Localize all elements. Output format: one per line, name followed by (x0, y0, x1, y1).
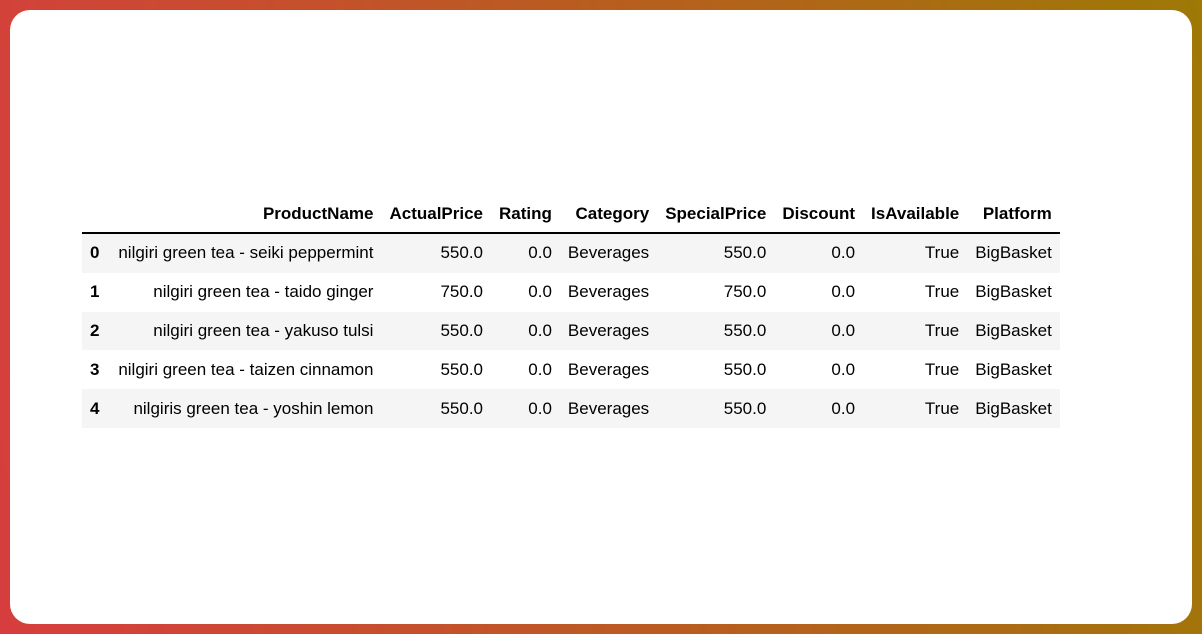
cell-specialprice: 550.0 (723, 243, 767, 263)
cell-category: Beverages (567, 320, 650, 340)
table-row: 4 nilgiris green tea - yoshin lemon 550.… (82, 389, 1060, 428)
table-row: 3 nilgiri green tea - taizen cinnamon 55… (82, 350, 1060, 389)
column-header-actualprice: ActualPrice (381, 196, 492, 234)
cell-isavailable: True (924, 359, 960, 379)
cell-actualprice: 550.0 (440, 398, 484, 418)
cell-actualprice: 550.0 (440, 359, 484, 379)
cell-actualprice: 550.0 (440, 320, 484, 340)
column-header-specialprice: SpecialPrice (657, 196, 775, 234)
row-index-cell: 1 (90, 282, 100, 302)
cell-productname: nilgiri green tea - taizen cinnamon (118, 359, 374, 379)
cell-platform: BigBasket (975, 398, 1052, 418)
table-row: 1 nilgiri green tea - taido ginger 750.0… (82, 273, 1060, 312)
cell-isavailable: True (924, 243, 960, 263)
cell-productname: nilgiri green tea - seiki peppermint (118, 243, 374, 263)
cell-platform: BigBasket (975, 282, 1052, 302)
cell-discount: 0.0 (831, 243, 856, 263)
cell-category: Beverages (567, 398, 650, 418)
cell-discount: 0.0 (831, 398, 856, 418)
column-header-category: Category (559, 196, 658, 234)
cell-isavailable: True (924, 282, 960, 302)
column-header-isavailable: IsAvailable (863, 196, 968, 234)
column-header-productname: ProductName (107, 196, 382, 234)
row-index-cell: 3 (90, 359, 100, 379)
cell-category: Beverages (567, 243, 650, 263)
cell-rating: 0.0 (528, 398, 552, 418)
cell-specialprice: 550.0 (723, 359, 767, 379)
cell-rating: 0.0 (528, 320, 552, 340)
row-index-cell: 2 (90, 320, 100, 340)
cell-platform: BigBasket (975, 359, 1052, 379)
cell-productname: nilgiri green tea - yakuso tulsi (153, 320, 374, 340)
table-row: 0 nilgiri green tea - seiki peppermint 5… (82, 233, 1060, 273)
column-header-platform: Platform (967, 196, 1060, 234)
cell-actualprice: 750.0 (440, 282, 484, 302)
cell-isavailable: True (924, 398, 960, 418)
row-index-cell: 4 (90, 398, 100, 418)
cell-discount: 0.0 (831, 359, 856, 379)
column-header-discount: Discount (774, 196, 864, 234)
dataframe-table: ProductName ActualPrice Rating Category … (82, 196, 1060, 428)
cell-specialprice: 750.0 (723, 282, 767, 302)
cell-productname: nilgiris green tea - yoshin lemon (133, 398, 374, 418)
cell-discount: 0.0 (831, 282, 856, 302)
index-column-header (82, 196, 108, 234)
cell-actualprice: 550.0 (440, 243, 484, 263)
table-row: 2 nilgiri green tea - yakuso tulsi 550.0… (82, 311, 1060, 351)
cell-platform: BigBasket (975, 243, 1052, 263)
cell-rating: 0.0 (528, 243, 552, 263)
cell-specialprice: 550.0 (723, 320, 767, 340)
row-index-cell: 0 (90, 243, 100, 263)
cell-specialprice: 550.0 (723, 398, 767, 418)
content-card: ProductName ActualPrice Rating Category … (10, 10, 1192, 624)
cell-productname: nilgiri green tea - taido ginger (153, 282, 374, 302)
cell-discount: 0.0 (831, 320, 856, 340)
cell-rating: 0.0 (528, 359, 552, 379)
column-header-rating: Rating (491, 196, 560, 234)
cell-rating: 0.0 (528, 282, 552, 302)
header-row: ProductName ActualPrice Rating Category … (82, 196, 1060, 234)
cell-category: Beverages (567, 359, 650, 379)
cell-category: Beverages (567, 282, 650, 302)
cell-isavailable: True (924, 320, 960, 340)
cell-platform: BigBasket (975, 320, 1052, 340)
